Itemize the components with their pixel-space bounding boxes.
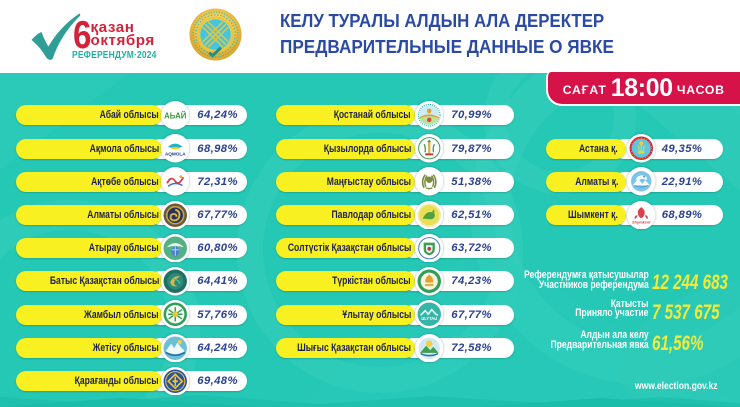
svg-text:Shymkent: Shymkent: [632, 219, 651, 224]
svg-text:АЬАЙ: АЬАЙ: [164, 109, 186, 121]
svg-text:ULYTAU: ULYTAU: [421, 316, 437, 321]
svg-text:AQMOLA: AQMOLA: [165, 152, 186, 157]
